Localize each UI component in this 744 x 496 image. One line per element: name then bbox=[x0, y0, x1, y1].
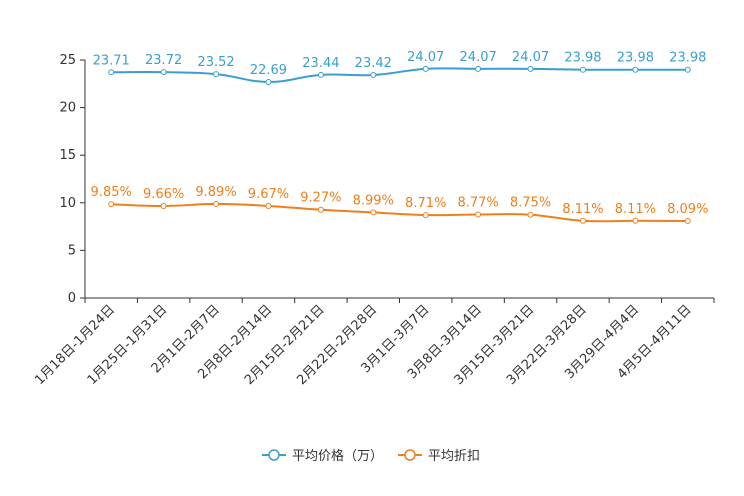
y-tick-label: 15 bbox=[59, 148, 76, 163]
data-point bbox=[317, 71, 324, 78]
data-label: 23.98 bbox=[617, 51, 654, 66]
data-point bbox=[265, 78, 272, 85]
data-point bbox=[579, 66, 586, 73]
data-label: 9.67% bbox=[248, 187, 289, 202]
data-label: 23.52 bbox=[197, 55, 234, 70]
data-label: 23.72 bbox=[145, 53, 182, 68]
data-point bbox=[370, 209, 377, 216]
legend-label: 平均折扣 bbox=[428, 449, 480, 464]
data-label: 8.77% bbox=[457, 196, 498, 211]
series-line-1 bbox=[111, 67, 688, 83]
data-point bbox=[632, 217, 639, 224]
data-point bbox=[475, 65, 482, 72]
legend-item-1[interactable]: 平均价格（万） bbox=[262, 448, 383, 464]
data-label: 8.75% bbox=[510, 196, 551, 211]
data-point bbox=[422, 212, 429, 219]
data-label: 8.71% bbox=[405, 196, 446, 211]
data-label: 23.98 bbox=[564, 51, 601, 66]
data-point bbox=[108, 201, 115, 208]
data-point bbox=[213, 71, 220, 78]
data-point bbox=[213, 200, 220, 207]
data-label: 9.89% bbox=[195, 185, 236, 200]
data-label: 9.85% bbox=[91, 185, 132, 200]
data-label: 24.07 bbox=[407, 50, 444, 65]
y-tick-label: 25 bbox=[59, 53, 76, 68]
data-point bbox=[632, 66, 639, 73]
data-point bbox=[265, 202, 272, 209]
data-point bbox=[422, 65, 429, 72]
data-point bbox=[579, 217, 586, 224]
data-point bbox=[108, 69, 115, 76]
y-tick-label: 20 bbox=[59, 101, 76, 116]
data-point bbox=[527, 211, 534, 218]
data-label: 23.42 bbox=[355, 56, 392, 71]
data-point bbox=[527, 65, 534, 72]
data-label: 9.66% bbox=[143, 187, 184, 202]
data-label: 8.09% bbox=[667, 202, 708, 217]
legend-marker-icon bbox=[268, 449, 280, 461]
data-point bbox=[475, 211, 482, 218]
y-tick-label: 5 bbox=[68, 243, 76, 258]
data-label: 8.99% bbox=[353, 193, 394, 208]
data-label: 24.07 bbox=[460, 50, 497, 65]
y-tick-label: 0 bbox=[68, 291, 76, 306]
data-point bbox=[684, 66, 691, 73]
data-label: 23.44 bbox=[302, 56, 339, 71]
data-label: 24.07 bbox=[512, 50, 549, 65]
legend-marker-icon bbox=[404, 449, 416, 461]
data-point bbox=[160, 203, 167, 210]
data-label: 8.11% bbox=[562, 202, 603, 217]
data-point bbox=[370, 72, 377, 79]
legend-item-2[interactable]: 平均折扣 bbox=[398, 449, 480, 464]
data-label: 8.11% bbox=[615, 202, 656, 217]
legend-label: 平均价格（万） bbox=[292, 448, 383, 464]
data-point bbox=[160, 69, 167, 76]
series-line-2 bbox=[111, 202, 688, 223]
data-point bbox=[684, 217, 691, 224]
data-label: 9.27% bbox=[300, 191, 341, 206]
y-tick-label: 10 bbox=[59, 196, 76, 211]
data-label: 23.71 bbox=[93, 53, 130, 68]
data-label: 22.69 bbox=[250, 63, 287, 78]
data-label: 23.98 bbox=[669, 51, 706, 66]
data-point bbox=[317, 206, 324, 213]
